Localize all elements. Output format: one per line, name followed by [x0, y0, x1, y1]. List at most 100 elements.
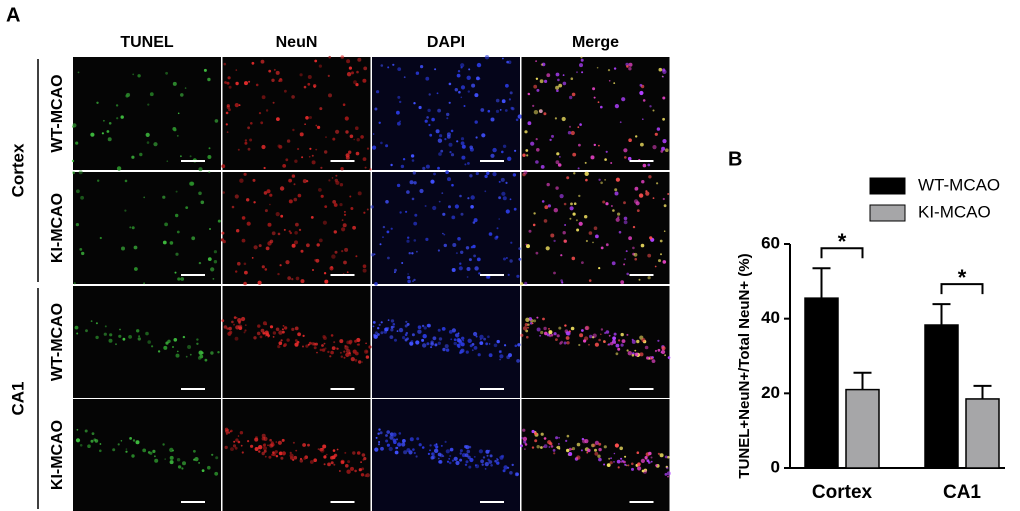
cell-dot	[536, 88, 540, 92]
cell-dot	[539, 79, 544, 84]
cell-dot	[594, 440, 600, 445]
cell-dot	[177, 277, 181, 281]
cell-dot	[324, 347, 327, 350]
cell-dot	[410, 340, 414, 343]
cell-dot	[605, 202, 609, 206]
cell-dot	[302, 179, 307, 184]
cell-dot	[71, 159, 75, 163]
cell-dot	[310, 216, 314, 219]
cell-dot	[263, 449, 267, 453]
cell-dot	[597, 101, 600, 104]
cell-dot	[377, 327, 380, 330]
cell-dot	[460, 212, 464, 216]
cell-dot	[320, 166, 323, 169]
cell-dot	[297, 147, 300, 151]
cell-dot	[427, 452, 430, 455]
cell-dot	[201, 469, 205, 472]
cell-dot	[540, 165, 545, 169]
cell-dot	[373, 253, 376, 256]
cell-dot	[289, 231, 292, 235]
cell-dot	[264, 268, 268, 271]
cell-dot	[265, 109, 269, 112]
cell-dot	[493, 343, 498, 348]
cell-dot	[396, 183, 401, 188]
cell-dot	[292, 458, 295, 461]
cell-dot	[413, 181, 417, 185]
cell-dot	[302, 334, 305, 337]
cell-dot	[163, 346, 166, 349]
cell-dot	[182, 461, 186, 466]
cell-dot	[527, 323, 530, 326]
cell-dot	[518, 257, 522, 261]
cell-dot	[430, 346, 433, 349]
cell-dot	[267, 334, 271, 337]
cell-dot	[269, 443, 274, 448]
cell-dot	[396, 446, 399, 449]
cell-dot	[556, 152, 560, 156]
cell-dot	[307, 443, 310, 447]
cell-dot	[617, 216, 620, 219]
cell-dot	[85, 329, 88, 333]
cell-dot	[180, 277, 185, 281]
cell-dot	[330, 266, 334, 269]
cell-dot	[93, 438, 97, 442]
cell-dot	[95, 335, 99, 340]
cell-dot	[576, 442, 581, 447]
cell-dot	[108, 338, 113, 343]
cell-dot	[509, 259, 513, 263]
cell-dot	[305, 116, 309, 120]
cell-dot	[198, 191, 202, 196]
cell-dot	[458, 266, 463, 271]
cell-dot	[364, 474, 368, 477]
cell-dot	[509, 471, 513, 475]
cell-dot	[654, 265, 657, 268]
cell-dot	[470, 195, 475, 200]
cell-dot	[665, 148, 669, 152]
cell-dot	[663, 204, 667, 208]
cell-dot	[226, 327, 229, 330]
cell-dot	[581, 329, 584, 332]
cell-dot	[131, 454, 135, 458]
cell-dot	[364, 166, 367, 169]
cell-dot	[438, 200, 441, 203]
cell-dot	[282, 453, 285, 456]
cell-dot	[330, 461, 334, 465]
cell-dot	[618, 339, 621, 342]
cell-dot	[354, 358, 358, 362]
cell-dot	[261, 265, 265, 269]
cell-dot	[610, 162, 613, 164]
cell-dot	[474, 120, 478, 124]
cell-dot	[654, 350, 657, 353]
cell-dot	[429, 133, 433, 137]
cell-dot	[385, 439, 389, 443]
cell-dot	[604, 158, 607, 161]
cell-dot	[345, 464, 349, 468]
cell-dot	[116, 117, 119, 120]
cell-dot	[339, 183, 344, 187]
cell-dot	[457, 237, 461, 241]
cell-dot	[631, 462, 634, 466]
cell-dot	[409, 180, 414, 185]
cell-dot	[353, 138, 356, 141]
cell-dot	[280, 214, 284, 218]
cell-dot	[579, 63, 583, 68]
cell-dot	[426, 116, 429, 119]
cell-dot	[614, 104, 620, 109]
cell-dot	[451, 268, 456, 272]
cell-dot	[412, 171, 416, 175]
cell-dot	[623, 148, 628, 153]
cell-dot	[416, 250, 418, 253]
cell-dot	[484, 190, 487, 193]
cell-dot	[333, 230, 337, 234]
cell-dot	[615, 217, 620, 222]
cell-dot	[558, 83, 563, 88]
cell-dot	[291, 243, 296, 248]
cell-dot	[154, 455, 156, 458]
cell-dot	[600, 328, 604, 331]
cell-dot	[244, 139, 248, 142]
cell-dot	[474, 266, 479, 271]
cell-dot	[106, 130, 110, 133]
micrograph	[222, 57, 371, 170]
cell-dot	[413, 102, 416, 105]
cell-dot	[495, 98, 500, 103]
